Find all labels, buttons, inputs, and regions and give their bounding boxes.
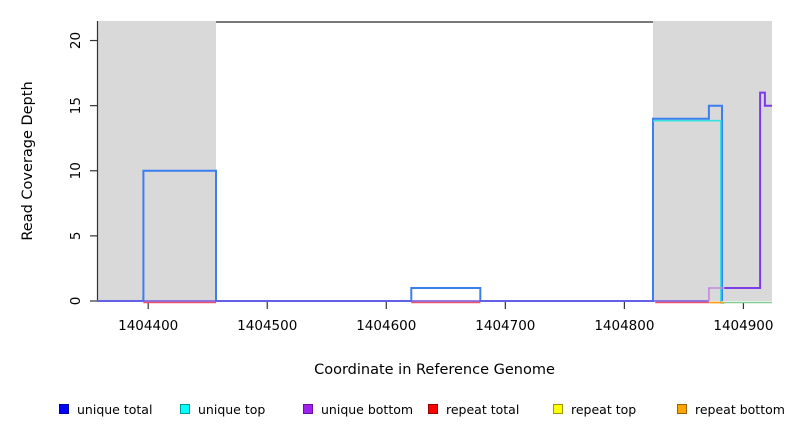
legend-item-repeat-bottom: repeat bottom [677,401,785,417]
y-tick-label: 15 [68,97,84,114]
masked-region-left [97,21,217,301]
legend-label: repeat top [571,401,637,417]
y-tick-label: 0 [68,297,84,306]
x-axis-title: Coordinate in Reference Genome [314,362,555,378]
legend: unique total unique top unique bottom repea… [0,401,792,419]
series-unique-bottom-rise [708,287,725,301]
legend-swatch-icon [677,404,687,414]
y-tick-label: 5 [68,232,84,241]
legend-item-unique-top: unique top [180,401,265,417]
legend-label: unique top [198,401,266,417]
legend-label: unique total [77,401,153,417]
x-tick-label: 1404800 [594,318,654,334]
x-tick-label: 1404400 [118,318,178,334]
legend-swatch-icon [303,404,313,414]
x-tick-label: 1404600 [356,318,416,334]
legend-swatch-icon [59,404,69,414]
y-tick-label: 10 [68,162,84,179]
x-tick-label: 1404500 [237,318,297,334]
x-tick-label: 1404700 [475,318,535,334]
legend-item-unique-total: unique total [59,401,152,417]
legend-swatch-icon [553,404,563,414]
legend-label: unique bottom [321,401,414,417]
legend-label: repeat total [446,401,520,417]
legend-swatch-icon [180,404,190,414]
y-tick-label: 20 [68,32,84,49]
x-tick-label: 1404900 [713,318,773,334]
legend-swatch-icon [428,404,438,414]
series-unique-total [97,104,723,302]
series-unique-bottom-right [724,91,772,289]
legend-item-unique-bottom: unique bottom [303,401,413,417]
legend-item-repeat-top: repeat top [553,401,636,417]
y-axis-title: Read Coverage Depth [20,81,36,241]
masked-region-right [652,21,772,301]
legend-item-repeat-total: repeat total [428,401,519,417]
legend-label: repeat bottom [695,401,785,417]
